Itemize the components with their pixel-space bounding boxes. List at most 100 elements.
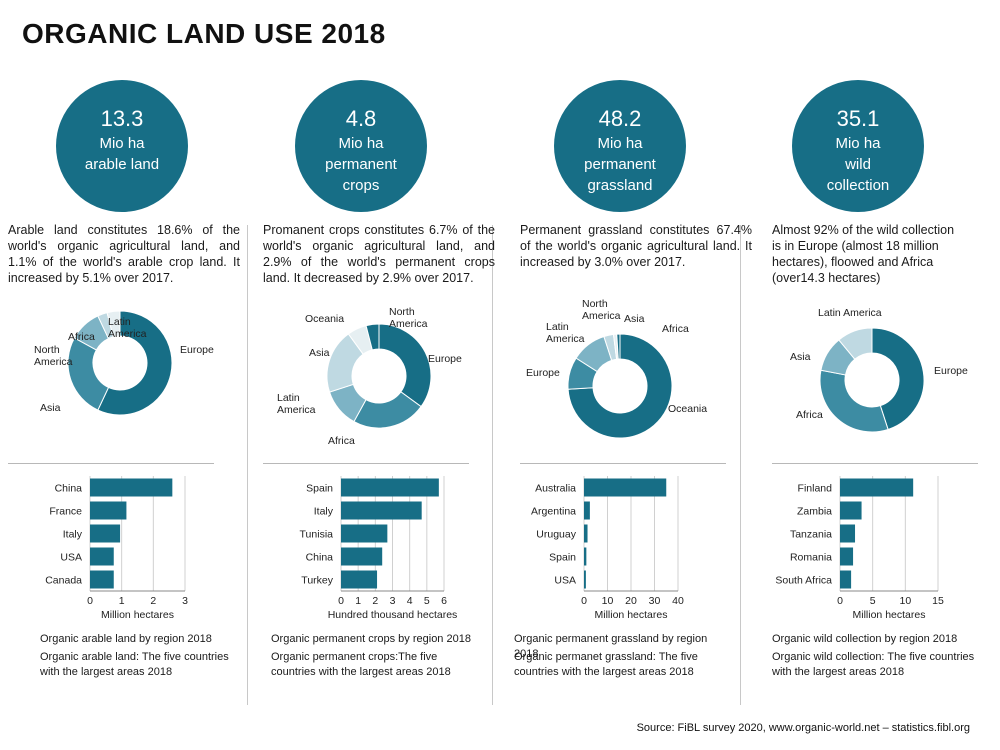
donut-caption: Organic wild collection by region 2018 [772,633,958,645]
bar-spain [341,478,439,497]
donut-label-latin-america: Latin America [546,321,585,345]
category-label: Italy [63,529,83,541]
bar-caption: Organic arable land: The five countries … [40,651,229,678]
bar-zambia [840,501,862,520]
category-label: South Africa [775,575,832,587]
bar-chart-permanent-crops: 0 1 2 3 4 5 6 Spain Italy Tunisia China Turkey Hundr… [300,476,458,621]
page-title: ORGANIC LAND USE 2018 [22,18,386,49]
donut-label-africa: Africa [68,331,95,343]
donut-caption: Organic permanent crops by region 2018 [271,633,471,645]
bar-tunisia [341,524,388,543]
category-label: Spain [306,483,333,495]
x-axis-label: Million hectares [853,609,926,621]
panel-permanent-crops: 4.8 Mio ha permanent crops Promanent cro… [263,70,503,710]
category-label: Australia [535,483,576,495]
bar-tanzania [840,524,856,543]
tick-label: 5 [870,595,876,607]
bar-caption: Organic permanet grassland: The five cou… [514,651,698,678]
donut-slice-latin-america [838,327,873,360]
donut-label-asia: Asia [624,313,645,325]
category-label: Finland [798,483,833,495]
panel-description: Permanent grassland constitutes 67.4% of… [520,223,752,269]
stat-unit-line: Mio ha [835,135,881,152]
donut-caption: Organic arable land by region 2018 [40,633,212,645]
category-label: Spain [549,552,576,564]
bar-australia [584,478,667,497]
tick-label: 15 [932,595,944,607]
category-label: Italy [314,506,334,518]
panel-description: Promanent crops constitutes 6.7% of the … [263,223,495,285]
stat-circle: 13.3 Mio ha arable land [56,80,188,212]
bar-chart-wild-collection: 0 5 10 15 Finland Zambia Tanzania Romania South … [775,476,944,621]
stat-value: 48.2 [598,106,642,131]
tick-label: 4 [407,595,413,607]
tick-label: 5 [424,595,430,607]
donut-label-africa: Africa [328,435,355,447]
category-label: China [55,483,83,495]
donut-label-oceania: Oceania [305,313,344,325]
stat-unit-line: Mio ha [597,135,643,152]
tick-label: 6 [441,595,447,607]
donut-label-north-america: North America [582,298,621,322]
category-label: USA [554,575,576,587]
tick-label: 10 [602,595,614,607]
donut-slice-europe [97,310,173,416]
tick-label: 2 [150,595,156,607]
x-axis-label: Million hectares [595,609,668,621]
bar-usa [90,547,114,566]
donut-label-latin-america: Latin America [108,316,147,340]
divider-2 [492,225,493,705]
bar-italy [90,524,121,543]
stat-unit-line: wild [845,156,871,173]
category-label: Argentina [531,506,576,518]
category-label: Tanzania [790,529,832,541]
bar-china [90,478,173,497]
tick-label: 3 [182,595,188,607]
stat-value: 13.3 [100,106,144,131]
separator [8,463,214,464]
bar-uruguay [584,524,588,543]
panel-description: Almost 92% of the wild collection is in … [772,223,955,285]
bar-italy [341,501,422,520]
stat-unit-line: permanent [325,156,397,173]
tick-label: 0 [837,595,843,607]
tick-label: 1 [355,595,361,607]
donut-label-europe: Europe [526,367,560,379]
bar-spain [584,547,587,566]
panel-description: Arable land constitutes 18.6% of the wor… [8,223,240,285]
stat-unit-line: arable land [84,156,160,173]
donut-label-oceania: Oceania [668,403,707,415]
category-label: Turkey [301,575,333,587]
bar-france [90,501,127,520]
stat-unit-line: crops [342,177,380,194]
donut-label-asia: Asia [40,402,61,414]
tick-label: 1 [119,595,125,607]
category-label: Uruguay [536,529,576,541]
bar-china [341,547,383,566]
donut-slice-north-america [365,323,380,351]
donut-slice-europe [871,327,925,431]
donut-chart-permanent-crops: Europe Africa Latin America Asia Oceania North… [277,306,462,447]
stat-circle: 4.8 Mio ha permanent crops [295,80,427,212]
donut-slice-europe [378,323,432,408]
donut-label-north-america: North America [389,306,428,330]
category-label: Tunisia [300,529,334,541]
bar-caption: Organic permanent crops:The five countri… [271,651,451,678]
donut-label-africa: Africa [796,409,823,421]
stat-value: 35.1 [836,106,880,131]
panel-arable-land: 13.3 Mio ha arable land Arable land cons… [8,70,248,710]
category-label: France [49,506,82,518]
donut-label-europe: Europe [428,353,462,365]
donut-caption: Organic permanent grassland by region 20… [514,633,708,660]
donut-label-north-america: North America [34,344,73,368]
x-axis-label: Hundred thousand hectares [328,609,458,621]
donut-chart-wild-collection: Europe Africa Asia Latin America [790,307,968,433]
donut-label-asia: Asia [309,347,330,359]
category-label: China [306,552,334,564]
tick-label: 10 [899,595,911,607]
tick-label: 30 [649,595,661,607]
panel-permanent-grassland: 48.2 Mio ha permanent grassland Permanen… [514,70,760,710]
stat-unit-line: grassland [587,177,653,194]
